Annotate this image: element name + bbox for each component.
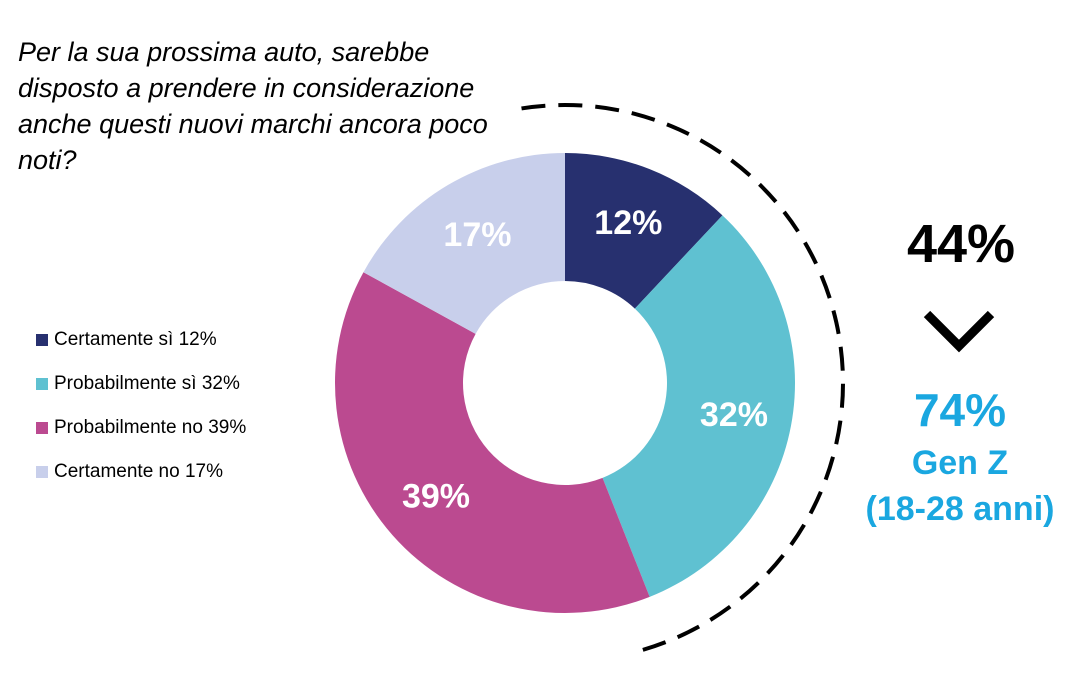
legend-label: Certamente sì 12%: [54, 329, 217, 350]
legend-item-certamente-no: Certamente no 17%: [36, 450, 246, 494]
legend-label: Probabilmente no 39%: [54, 417, 247, 438]
slice-probabilmente-si: [602, 215, 795, 597]
genz-label: Gen Z: [911, 444, 1009, 482]
total-percentage: 44%: [906, 214, 1016, 274]
donut-slices: [335, 153, 795, 613]
legend-swatch: [36, 466, 48, 478]
legend-swatch: [36, 378, 48, 390]
data-label: 17%: [443, 216, 511, 254]
genz-age-range: (18-28 anni): [865, 490, 1055, 528]
legend-label: Probabilmente sì 32%: [54, 373, 240, 394]
data-label: 39%: [402, 478, 470, 516]
legend: Certamente sì 12% Probabilmente sì 32% P…: [36, 318, 246, 494]
data-label: 12%: [594, 204, 662, 242]
legend-swatch: [36, 422, 48, 434]
chevron-down-icon: [923, 310, 995, 353]
legend-label: Certamente no 17%: [54, 461, 223, 482]
legend-swatch: [36, 334, 48, 346]
legend-item-probabilmente-si: Probabilmente sì 32%: [36, 362, 246, 406]
donut-data-labels: 12% 32% 39% 17%: [402, 204, 768, 516]
slice-probabilmente-no: [335, 272, 650, 613]
legend-item-certamente-si: Certamente sì 12%: [36, 318, 246, 362]
legend-item-probabilmente-no: Probabilmente no 39%: [36, 406, 246, 450]
genz-percentage: 74%: [913, 384, 1007, 436]
dashed-arc-bracket: [521, 103, 845, 652]
chart-question: Per la sua prossima auto, sarebbe dispos…: [18, 37, 488, 175]
data-label: 32%: [700, 396, 768, 434]
slice-certamente-si: [565, 153, 723, 309]
slice-certamente-no: [363, 153, 565, 334]
